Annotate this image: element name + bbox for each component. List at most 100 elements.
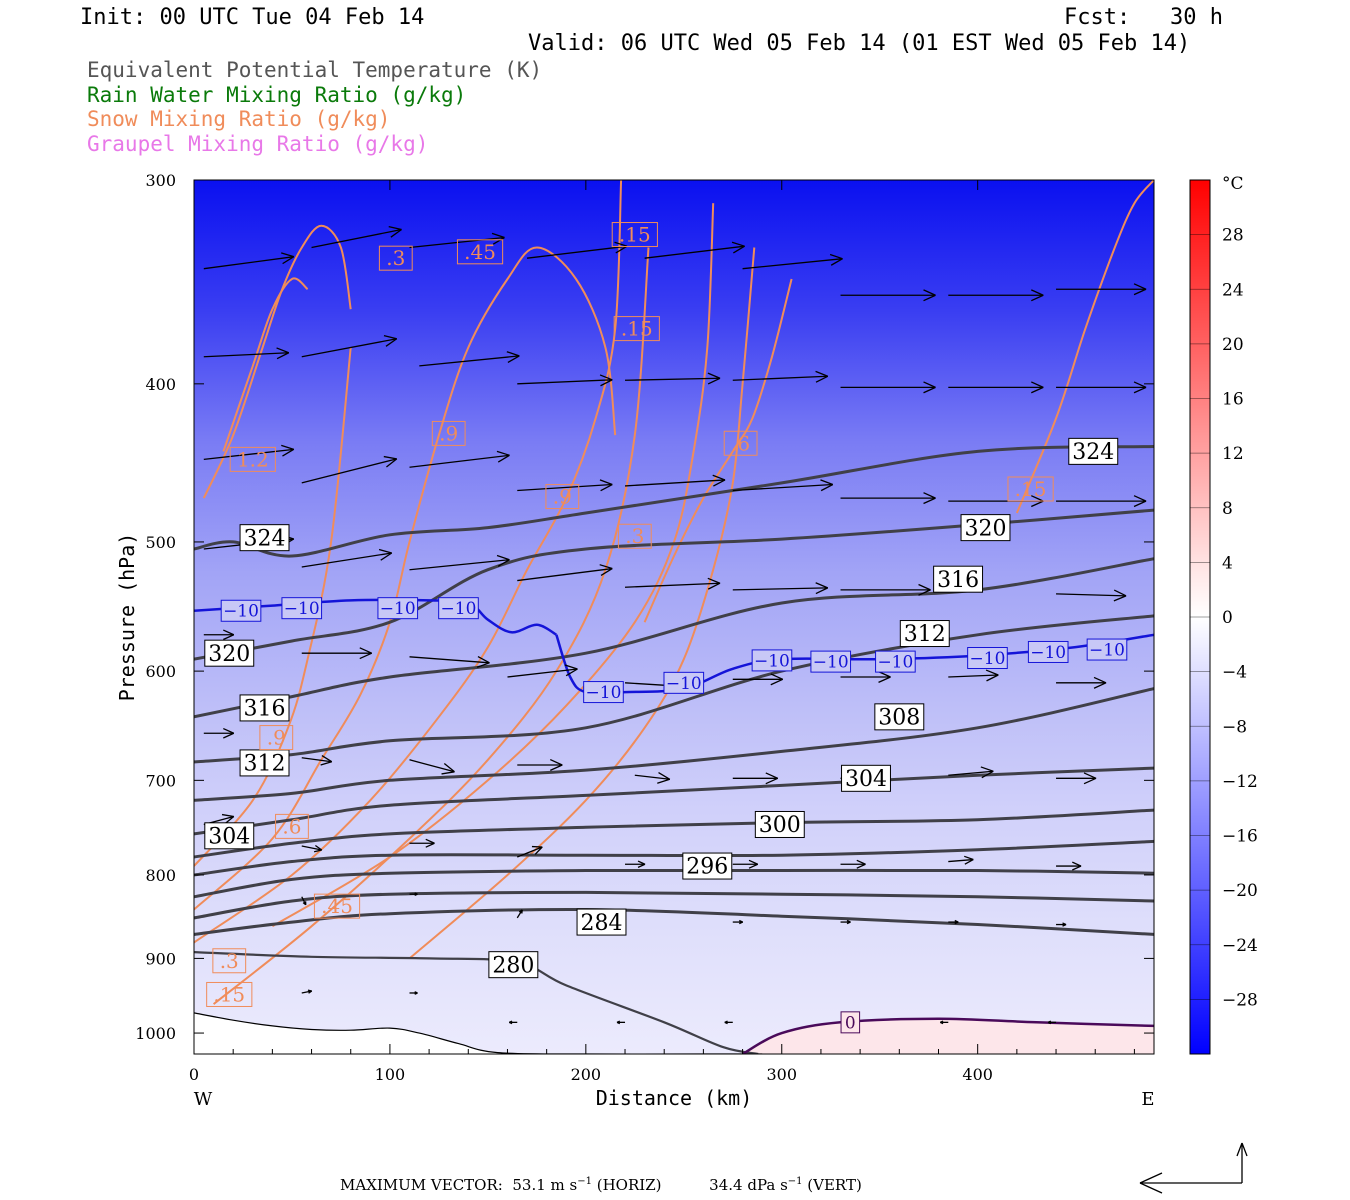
wind-vector [840,381,936,394]
isotherm-zero-label: 0 [840,1011,861,1034]
wind-vector [948,766,994,779]
theta-e-contour [194,890,1154,920]
legend-entry: Rain Water Mixing Ratio (g/kg) [87,82,467,107]
theta-e-contour [194,907,1154,936]
theta-e-label: 280 [488,951,539,978]
snow-label: .15 [611,222,658,248]
svg-text:280: 280 [492,953,534,978]
isotherm-label: −10 [751,649,793,672]
wind-vector [732,859,759,869]
theta-e-label: 324 [1068,437,1119,465]
isotherm-label: −10 [281,597,323,620]
east-label: E [1141,1089,1154,1110]
x-tick-label: 200 [571,1065,602,1084]
isotherm-label: −10 [583,681,624,704]
y-axis-label: Pressure (hPa) [115,533,139,702]
snow-contour [194,347,352,867]
wind-vector [301,844,323,853]
wind-vector [1056,589,1127,602]
wind-vector [742,253,843,270]
theta-e-label: 308 [874,703,925,731]
snow-label: .45 [456,239,504,265]
wind-vector [634,771,671,784]
wind-vector [507,664,578,678]
theta-e-label: 312 [899,620,950,647]
theta-e-contour [194,445,1154,558]
wind-vector [301,989,313,994]
wind-vector [301,335,398,358]
theta-e-contour [194,808,1154,859]
y-tick-label: 500 [145,533,176,552]
wind-vector [948,669,999,682]
wind-vector [732,772,779,785]
svg-text:−10: −10 [666,674,702,694]
svg-text:.3: .3 [386,246,405,270]
isotherm-label: −10 [1027,640,1069,663]
y-tick-label: 700 [145,771,176,790]
theta-e-label: 320 [204,639,255,667]
theta-e-label: 304 [204,822,255,850]
max-vector-horiz: 53.1 m s [512,1176,578,1194]
colorbar-tick-label: −28 [1222,990,1258,1010]
wind-vector [203,727,235,739]
svg-text:.3: .3 [625,524,644,548]
wind-vector [311,225,402,249]
svg-text:−10: −10 [1030,643,1066,663]
max-vector-horiz-unit: −1 [577,1176,592,1187]
svg-text:.3: .3 [220,949,239,973]
isotherm-label: −10 [1086,638,1128,661]
svg-text:−10: −10 [1089,640,1125,660]
x-tick-label: 100 [375,1065,406,1084]
wind-vector [732,370,829,383]
theta-e-contour [194,868,1154,899]
wind-vector [419,351,520,367]
wind-vector [516,909,523,919]
colorbar-unit: °C [1222,174,1244,194]
svg-text:1.2: 1.2 [237,447,269,471]
wind-vector [409,450,510,468]
wind-vector [517,758,563,771]
svg-text:312: 312 [244,752,286,777]
max-vector-vert: 34.4 dPa s [709,1176,788,1194]
isotherm-label: −10 [967,647,1008,670]
svg-text:.9: .9 [267,726,286,750]
snow-label: .6 [723,430,758,456]
svg-text:−10: −10 [586,683,622,703]
y-tick-label: 300 [145,171,176,190]
snow-label: .15 [613,316,660,342]
wind-vector [644,241,745,259]
wind-vector [301,755,333,766]
snow-contour [271,203,715,928]
svg-text:316: 316 [244,697,286,722]
wind-vector [1056,772,1097,785]
isotherm-label: −10 [377,597,419,620]
wind-vector [1056,495,1147,508]
max-vector-vert-unit: −1 [787,1176,803,1187]
colorbar-tick-label: 8 [1222,499,1233,519]
wind-vector [301,455,398,484]
x-tick-label: 400 [962,1065,993,1084]
forecast-hour: Fcst: 30 h [1064,5,1223,30]
plot-background [194,180,1154,1054]
wind-vector [948,289,1044,302]
snow-label: .15 [206,981,253,1007]
y-tick-label: 1000 [135,1024,176,1043]
wind-vector [517,845,543,858]
colorbar-tick-label: 4 [1222,553,1233,573]
terrain-line [194,1012,763,1054]
legend-entry: Equivalent Potential Temperature (K) [87,58,543,82]
wind-vector [948,381,1044,394]
wind-vector [732,582,829,595]
wind-vector [1056,861,1082,871]
snow-label: .45 [313,893,361,919]
wind-vector [732,479,834,492]
svg-text:−10: −10 [284,599,320,619]
isotherm-minus10 [555,633,1154,695]
wind-vector [1056,283,1147,296]
legend-entry: Graupel Mixing Ratio (g/kg) [87,131,429,156]
svg-text:−10: −10 [970,649,1006,669]
x-axis-label: Distance (km) [596,1086,753,1110]
snow-label: .6 [275,813,309,839]
snow-contour [194,246,617,911]
